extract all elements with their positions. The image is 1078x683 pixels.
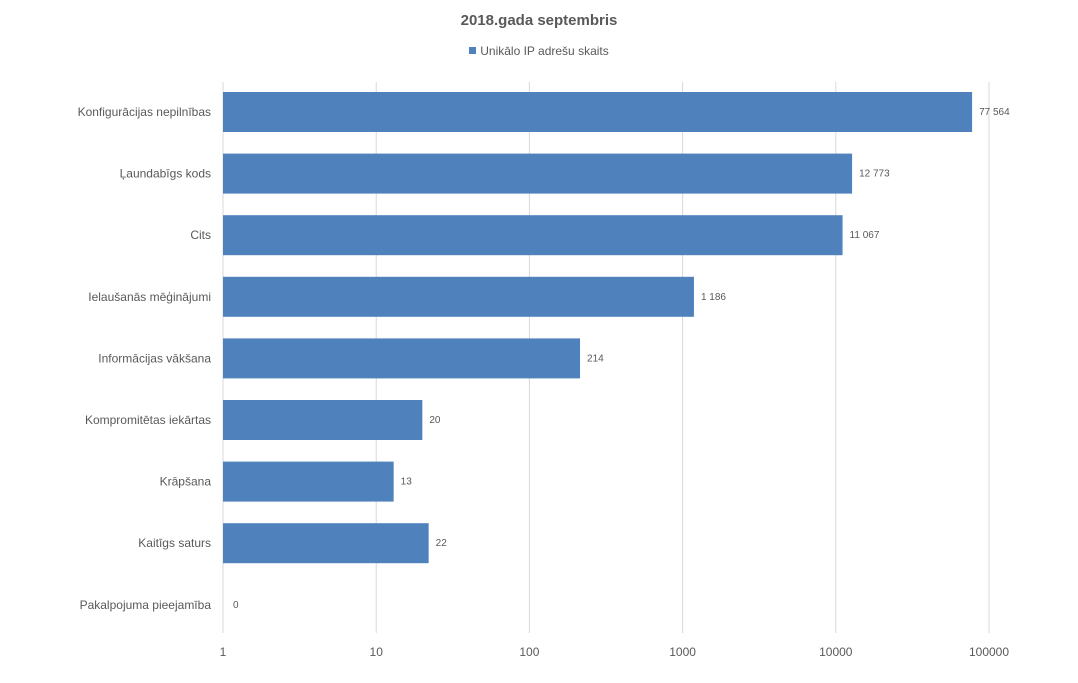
- category-label: Konfigurācijas nepilnības: [78, 105, 211, 119]
- category-label: Ļaundabīgs kods: [120, 167, 211, 181]
- bar: [223, 276, 694, 317]
- bar: [223, 215, 843, 256]
- category-label: Cits: [190, 228, 211, 242]
- data-label: 77 564: [979, 107, 1010, 118]
- x-tick-label: 100000: [969, 645, 1009, 659]
- bar: [223, 461, 394, 502]
- x-tick-label: 1: [220, 645, 227, 659]
- data-label: 1 186: [701, 292, 726, 303]
- x-tick-label: 10: [370, 645, 384, 659]
- data-label: 11 067: [850, 230, 880, 241]
- data-label: 214: [587, 353, 604, 364]
- bar: [223, 523, 429, 564]
- bar: [223, 92, 973, 132]
- data-label: 22: [436, 538, 448, 549]
- data-label: 12 773: [859, 169, 890, 180]
- x-tick-label: 100: [519, 645, 539, 659]
- legend-label: Unikālo IP adrešu skaits: [480, 44, 609, 58]
- data-label: 0: [233, 600, 239, 611]
- category-label: Kompromitētas iekārtas: [85, 413, 211, 427]
- data-label: 20: [429, 415, 441, 426]
- bar: [223, 153, 853, 194]
- category-label: Ielaušanās mēģinājumi: [88, 290, 211, 304]
- category-label: Kaitīgs saturs: [138, 536, 211, 550]
- category-label: Krāpšana: [160, 475, 212, 489]
- x-tick-label: 10000: [819, 645, 853, 659]
- bar: [223, 400, 423, 440]
- bar: [223, 338, 581, 379]
- data-label: 13: [401, 477, 413, 488]
- category-label: Informācijas vākšana: [98, 351, 211, 365]
- category-label: Pakalpojuma pieejamība: [80, 598, 212, 612]
- legend-swatch: [469, 47, 477, 54]
- x-tick-label: 1000: [669, 645, 696, 659]
- legend: Unikālo IP adrešu skaits: [0, 44, 1078, 58]
- chart-title: 2018.gada septembris: [460, 12, 618, 29]
